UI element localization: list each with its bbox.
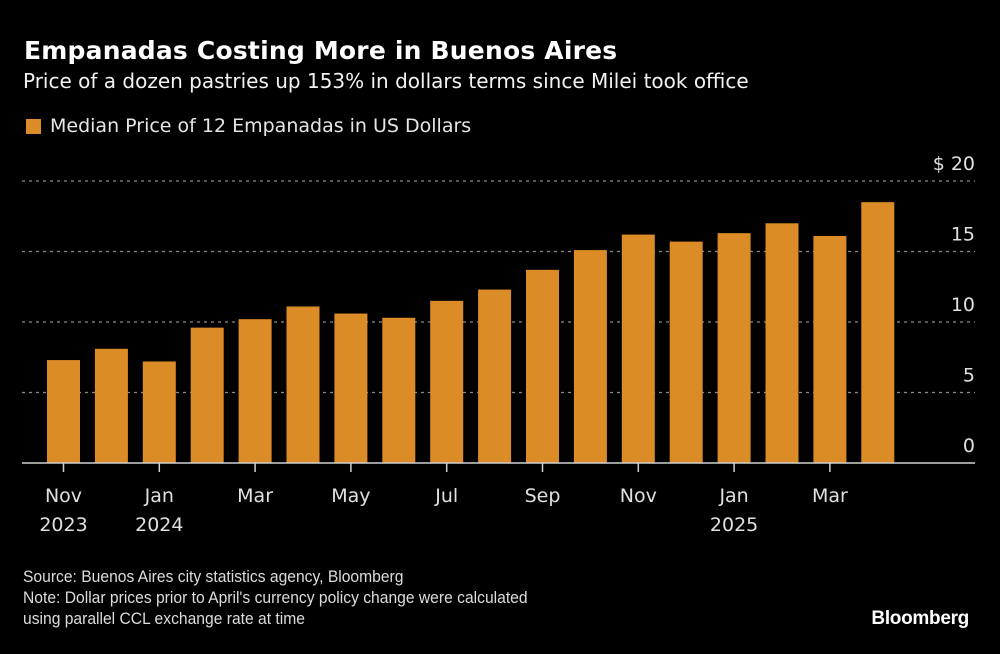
note-line-2: using parallel CCL exchange rate at time xyxy=(23,609,305,628)
x-tick-label: Jan xyxy=(718,485,748,507)
x-tick-label: Mar xyxy=(237,485,273,507)
chart-subtitle: Price of a dozen pastries up 153% in dol… xyxy=(23,69,749,93)
y-tick-label: 15 xyxy=(951,224,975,246)
x-tick-label: Nov xyxy=(45,485,82,507)
chart-title: Empanadas Costing More in Buenos Aires xyxy=(24,36,618,65)
bar xyxy=(813,235,847,463)
y-tick-label: 0 xyxy=(963,435,975,457)
bloomberg-logo: Bloomberg xyxy=(871,608,969,629)
legend: Median Price of 12 Empanadas in US Dolla… xyxy=(26,115,471,137)
bar xyxy=(573,250,607,463)
bar xyxy=(861,202,895,463)
y-axis: 0 5 10 15 $ 20 xyxy=(933,153,975,457)
x-tick-label: Mar xyxy=(812,485,848,507)
x-tick-label: Jan xyxy=(144,485,174,507)
bar xyxy=(286,306,320,463)
bar xyxy=(190,327,224,463)
bars xyxy=(47,202,895,463)
x-tick-label: Jul xyxy=(434,485,458,507)
bar xyxy=(47,360,80,463)
bar xyxy=(717,233,751,463)
x-axis: Nov 2023 Jan 2024 Mar May Jul Sep Nov Jan 2025 Mar xyxy=(22,462,975,536)
bar xyxy=(142,361,176,463)
source-note: Source: Buenos Aires city statistics age… xyxy=(23,567,404,586)
bar xyxy=(238,319,272,463)
y-tick-label: 5 xyxy=(963,365,975,387)
y-tick-label: 10 xyxy=(951,294,975,316)
bar xyxy=(478,289,512,463)
bar xyxy=(334,313,368,463)
bar xyxy=(430,300,464,463)
x-tick-year-label: 2025 xyxy=(710,514,758,536)
y-tick-label: $ 20 xyxy=(933,153,975,175)
bar xyxy=(765,223,799,463)
note-line-1: Note: Dollar prices prior to April's cur… xyxy=(23,588,528,607)
bar xyxy=(669,241,703,463)
legend-label: Median Price of 12 Empanadas in US Dolla… xyxy=(50,115,472,137)
legend-swatch xyxy=(26,118,41,134)
x-tick-year-label: 2024 xyxy=(135,514,183,536)
footer-notes: Source: Buenos Aires city statistics age… xyxy=(23,566,528,629)
x-tick-year-label: 2023 xyxy=(39,514,87,536)
bar xyxy=(382,317,416,463)
bar xyxy=(621,234,655,463)
x-tick-label: Nov xyxy=(620,485,657,507)
bar xyxy=(94,348,128,463)
x-tick-label: Sep xyxy=(525,485,561,507)
x-tick-label: May xyxy=(331,485,370,507)
bar xyxy=(526,269,559,463)
